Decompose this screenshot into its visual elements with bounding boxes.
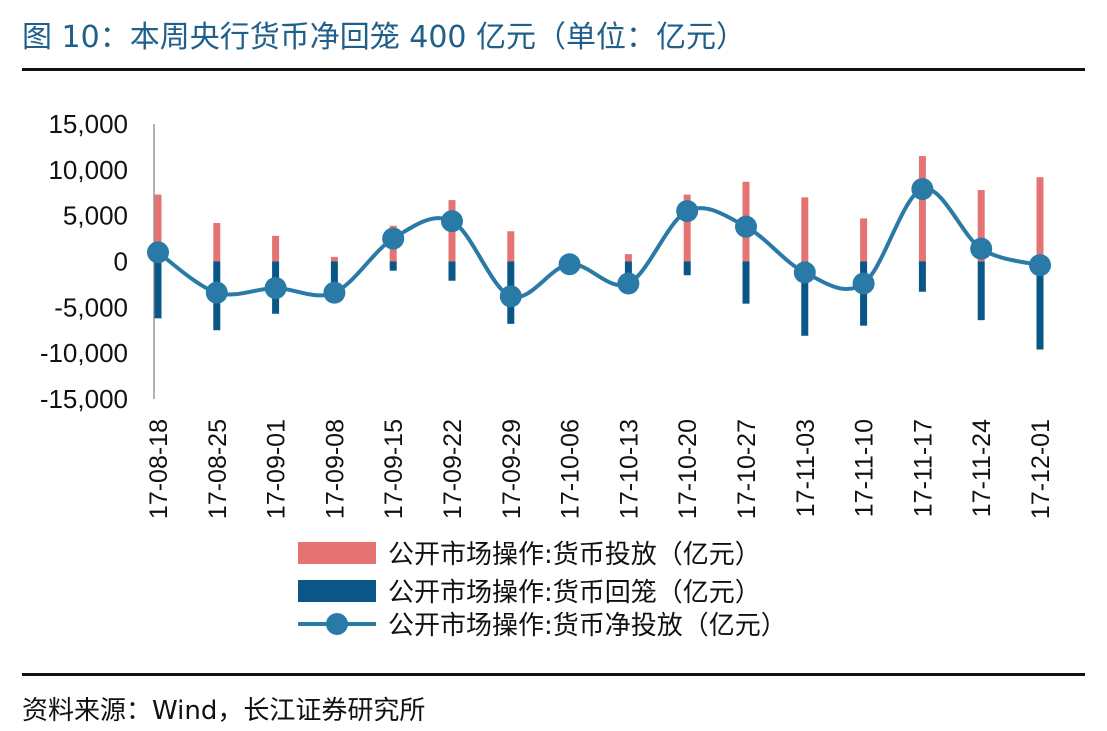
x-tick-label: 17-08-25: [204, 419, 232, 519]
net-point: [323, 281, 346, 304]
y-tick-label: -15,000: [40, 384, 128, 414]
withdrawal-bar: [448, 261, 456, 281]
injection-bar: [918, 156, 926, 262]
y-tick-label: 15,000: [48, 109, 128, 139]
withdrawal-bar: [154, 261, 162, 319]
legend-label-injection: 公开市场操作:货币投放（亿元）: [388, 540, 761, 570]
injection-bar: [154, 194, 162, 262]
x-tick-label: 17-09-15: [380, 419, 408, 519]
withdrawal-bar: [330, 261, 338, 299]
chart-title: 图 10：本周央行货币净回笼 400 亿元（单位：亿元）: [22, 20, 747, 55]
injection-bar: [272, 235, 280, 262]
net-point: [205, 281, 228, 304]
x-axis: 17-08-18 17-08-25 17-09-01 17-09-08 17-09-15…: [145, 419, 1055, 519]
x-tick-label: 17-09-08: [321, 419, 349, 519]
net-point: [147, 241, 169, 264]
net-point: [852, 272, 875, 295]
y-tick-label: 5,000: [63, 201, 128, 231]
x-tick-label: 17-10-20: [674, 419, 702, 519]
injection-bar: [507, 231, 515, 262]
x-tick-label: 17-10-13: [615, 419, 643, 519]
withdrawal-bar: [389, 261, 397, 271]
injection-bar: [801, 197, 809, 262]
legend-swatch-net-marker: [326, 613, 348, 635]
net-point: [264, 277, 287, 300]
withdrawal-bar: [977, 261, 985, 321]
x-tick-label: 17-08-18: [145, 419, 173, 519]
y-tick-label: 10,000: [48, 155, 128, 185]
x-tick-label: 17-10-06: [557, 419, 585, 519]
net-point: [1029, 254, 1051, 277]
y-tick-label: -5,000: [54, 292, 128, 322]
withdrawal-bar: [801, 261, 809, 336]
source-note: 资料来源：Wind，长江证券研究所: [22, 696, 426, 726]
y-axis: 15,000 10,000 5,000 0 -5,000 -10,000 -15,000: [40, 109, 155, 414]
withdrawal-bar: [683, 261, 691, 276]
x-tick-label: 17-11-24: [968, 419, 996, 517]
y-tick-label: -10,000: [40, 338, 128, 368]
net-point: [911, 178, 934, 201]
x-tick-label: 17-12-01: [1027, 419, 1055, 519]
bottom-rule: [22, 673, 1085, 676]
withdrawal-bar: [742, 261, 750, 304]
injection-bar: [977, 190, 985, 262]
net-line: [156, 186, 1041, 300]
net-point: [970, 237, 993, 260]
x-tick-label: 17-09-22: [439, 419, 467, 519]
net-point: [558, 253, 581, 276]
injection-bar: [213, 223, 221, 262]
x-tick-label: 17-09-01: [263, 419, 291, 519]
net-point: [617, 272, 640, 295]
injection-bar: [330, 256, 338, 262]
injection-bars: [154, 156, 1044, 262]
net-point: [793, 261, 816, 284]
x-tick-label: 17-11-10: [851, 419, 879, 517]
legend-label-withdrawal: 公开市场操作:货币回笼（亿元）: [388, 578, 761, 608]
x-tick-label: 17-11-03: [792, 419, 820, 517]
net-points: [147, 178, 1051, 308]
legend: 公开市场操作:货币投放（亿元） 公开市场操作:货币回笼（亿元） 公开市场操作:货…: [298, 540, 787, 641]
top-rule: [22, 68, 1085, 71]
withdrawal-bar: [918, 261, 926, 292]
net-point: [735, 215, 757, 238]
net-point: [382, 227, 405, 250]
x-tick-label: 17-09-29: [498, 419, 526, 519]
net-point: [676, 200, 699, 223]
withdrawal-bar: [1036, 261, 1044, 350]
injection-bar: [860, 218, 868, 262]
legend-swatch-withdrawal: [298, 580, 376, 602]
y-tick-label: 0: [114, 247, 128, 277]
net-point: [441, 210, 463, 233]
legend-swatch-injection: [298, 542, 376, 564]
injection-bar: [683, 194, 691, 262]
x-tick-label: 17-11-17: [909, 419, 937, 517]
x-tick-label: 17-10-27: [733, 419, 761, 519]
injection-bar: [1036, 177, 1044, 262]
legend-label-net: 公开市场操作:货币净投放（亿元）: [388, 611, 787, 641]
net-point: [499, 285, 522, 308]
injection-bar: [624, 254, 632, 262]
